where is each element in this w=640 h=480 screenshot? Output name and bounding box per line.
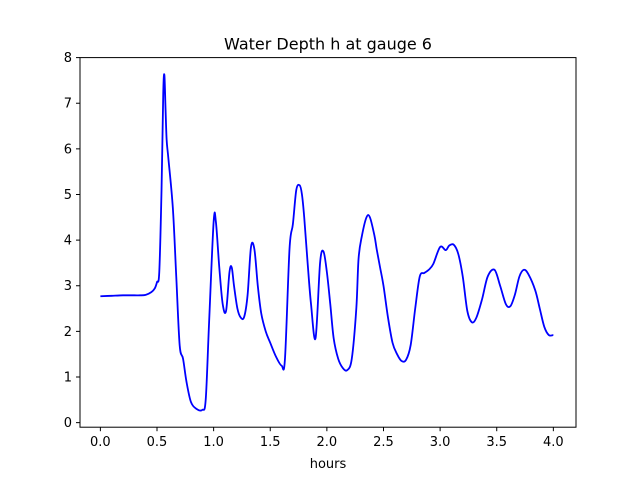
- y-tick-label: 7: [64, 97, 72, 112]
- x-axis-label: hours: [310, 457, 347, 472]
- y-tick-label: 0: [64, 416, 72, 431]
- x-tick-label: 0.0: [90, 435, 111, 450]
- x-tick-label: 3.0: [430, 435, 451, 450]
- y-tick-label: 1: [64, 371, 72, 386]
- y-tick-label: 3: [64, 279, 72, 294]
- y-tick-label: 5: [64, 188, 72, 203]
- x-tick-label: 3.5: [486, 435, 507, 450]
- x-tick-label: 4.0: [543, 435, 564, 450]
- y-tick-label: 4: [64, 234, 72, 249]
- series-layer: [100, 73, 554, 412]
- x-axis-ticks: 0.0 0.5 1.0 1.5 2.0 2.5 3.0 3.5 4.0: [90, 427, 564, 450]
- x-tick-label: 0.5: [147, 435, 168, 450]
- chart-title: Water Depth h at gauge 6: [224, 35, 432, 54]
- x-tick-label: 1.0: [203, 435, 224, 450]
- y-tick-label: 2: [64, 325, 72, 340]
- y-axis-ticks: 0 1 2 3 4 5 6 7 8: [64, 51, 80, 431]
- plot-area-frame: [79, 57, 577, 428]
- x-tick-label: 2.5: [373, 435, 394, 450]
- x-tick-label: 1.5: [260, 435, 281, 450]
- x-tick-label: 2.0: [317, 435, 338, 450]
- y-tick-label: 8: [64, 51, 72, 66]
- series-line-0: [100, 73, 554, 412]
- y-tick-label: 6: [64, 142, 72, 157]
